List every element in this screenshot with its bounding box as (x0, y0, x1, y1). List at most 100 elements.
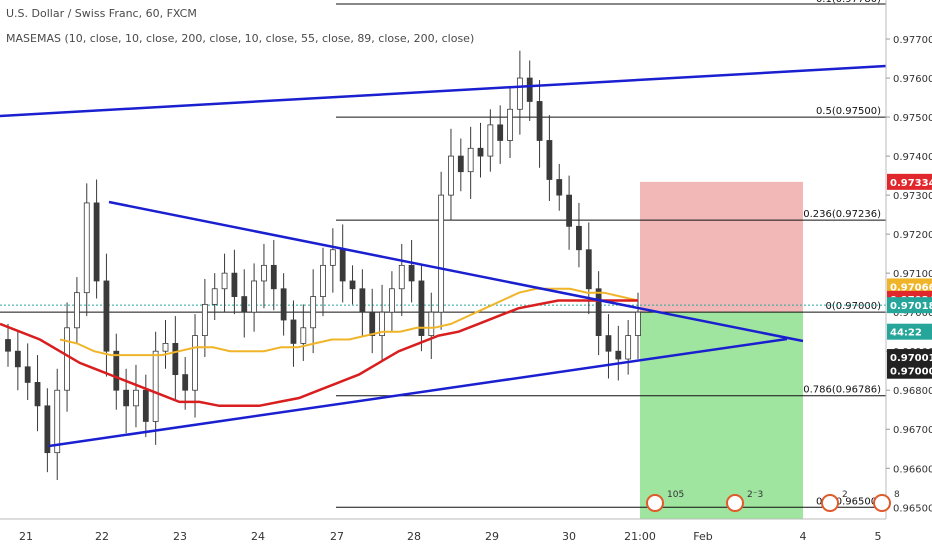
candle-body (329, 249, 336, 266)
price-label: 0.97018 (890, 301, 932, 312)
candle-body (418, 280, 425, 336)
event-badge-label: 8 (894, 490, 900, 500)
candle-body (615, 350, 622, 360)
chart-title: U.S. Dollar / Swiss Franc, 60, FXCM (6, 7, 197, 20)
price-label: 0.97334 (890, 178, 932, 189)
candle-body (113, 350, 120, 391)
candle-body (635, 311, 641, 336)
x-tick-label: 5 (875, 530, 882, 543)
x-tick-label: 22 (95, 530, 109, 543)
price-label-bg (887, 173, 932, 190)
x-tick-label: 4 (800, 530, 807, 543)
y-tick-label: 0.97100 (893, 269, 932, 280)
y-tick-label: 0.97600 (893, 74, 932, 85)
candle-body (467, 147, 474, 173)
candle-body (290, 319, 297, 344)
fib-label: 0.786(0.96786) (803, 385, 881, 396)
candle-body (457, 155, 464, 173)
event-badge-label: 2 (842, 490, 848, 500)
candle-body (536, 101, 543, 141)
x-tick-label: 28 (407, 530, 421, 543)
candle-body (5, 339, 11, 352)
candle-body (192, 335, 198, 391)
target-zone (640, 312, 803, 519)
x-tick-label: 27 (330, 530, 344, 543)
y-tick-label: 0.97500 (893, 113, 932, 124)
candle-body (221, 272, 228, 290)
candle-body (261, 264, 267, 282)
price-label: 44:22 (890, 328, 922, 339)
x-tick-label: 21:00 (624, 530, 656, 543)
candle-body (526, 77, 533, 102)
ma-slow-line (0, 299, 638, 408)
candle-body (448, 155, 454, 196)
candle-body (339, 249, 346, 282)
price-label-bg (887, 349, 932, 366)
candle-body (438, 194, 445, 313)
candle-body (74, 292, 80, 329)
candle-body (428, 311, 435, 336)
y-tick-label: 0.97200 (893, 230, 932, 241)
candle-body (270, 264, 277, 290)
candle-body (123, 389, 130, 407)
price-label: 0.97000 (890, 367, 932, 378)
candle-body (201, 303, 208, 336)
candle-body (487, 124, 494, 157)
trendline-upper (0, 64, 887, 118)
x-tick-label: 30 (562, 530, 576, 543)
candle-body (24, 366, 31, 383)
candle-body (408, 264, 415, 282)
x-tick-label: 21 (19, 530, 33, 543)
candle-body (595, 288, 602, 336)
candle-body (349, 280, 356, 290)
candle-body (280, 288, 287, 321)
fib-label: 0.5(0.97500) (816, 106, 881, 117)
candle-body (172, 342, 179, 376)
y-tick-label: 0.96500 (893, 503, 932, 514)
candle-body (251, 280, 257, 313)
candle-body (182, 374, 189, 391)
y-tick-label: 0.96600 (893, 464, 932, 475)
trendline-triangle-bottom (48, 337, 788, 448)
event-badge-icon (821, 494, 839, 512)
y-tick-label: 0.97700 (893, 35, 932, 46)
fib-label: 0.236(0.97236) (803, 209, 881, 220)
candle-body (152, 350, 159, 422)
candle-body (625, 335, 632, 360)
candle-body (320, 264, 326, 297)
event-badge-label: 105 (667, 490, 684, 500)
x-tick-label: 29 (485, 530, 499, 543)
candle-body (64, 327, 70, 391)
y-tick-label: 0.96700 (893, 425, 932, 436)
fib-label-top: 0.1(0.97780) (816, 0, 881, 5)
candle-body (369, 311, 376, 336)
price-label: 0.97001 (890, 353, 932, 364)
x-tick-label: Feb (693, 530, 712, 543)
candle-body (585, 249, 592, 290)
fib-label: 0(0.97000) (825, 301, 881, 312)
candle-body (605, 335, 612, 352)
candle-body (211, 288, 218, 305)
candle-body (497, 124, 504, 141)
stop-zone (640, 181, 803, 313)
candle-body (83, 202, 90, 294)
fib-label: 0.5(0.96500) (816, 496, 881, 507)
y-tick-label: 0.97000 (893, 308, 932, 319)
candle-body (516, 77, 523, 110)
price-label-bg (887, 362, 932, 379)
trendline-triangle-top (108, 200, 804, 343)
candle-body (576, 225, 582, 251)
event-badge-icon (726, 494, 744, 512)
x-tick-label: 23 (173, 530, 187, 543)
candle-body (162, 342, 169, 352)
event-badge-icon (873, 494, 891, 512)
price-label-bg (887, 278, 932, 295)
candle-body (398, 264, 405, 290)
candle-body (54, 389, 61, 454)
candle-body (103, 280, 110, 352)
y-tick-label: 0.96800 (893, 386, 932, 397)
y-tick-label: 0.97300 (893, 191, 932, 202)
candle-body (93, 202, 100, 282)
